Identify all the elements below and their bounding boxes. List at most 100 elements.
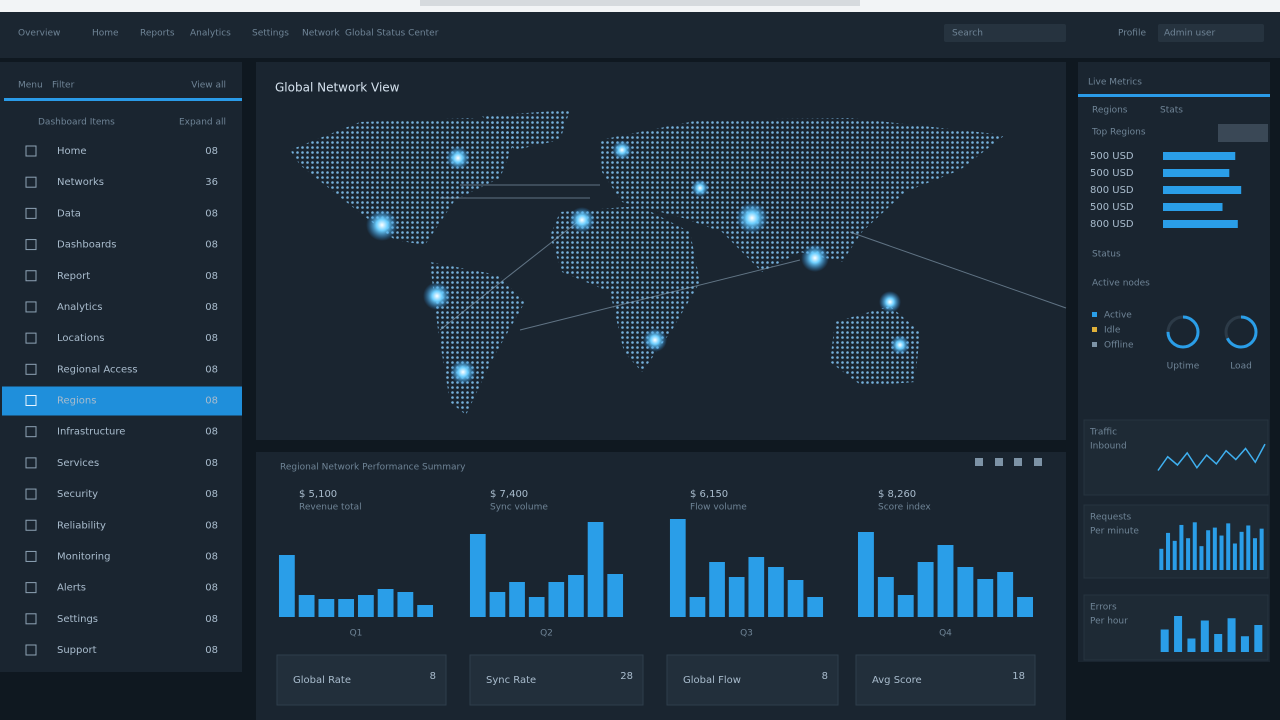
chart-caption: Sync volume — [490, 503, 548, 513]
nav-item[interactable]: Settings — [252, 29, 289, 39]
sidebar-icon — [25, 582, 37, 594]
right-rule — [1078, 94, 1270, 97]
sidebar-icon — [25, 613, 37, 625]
spark-bar — [1174, 616, 1183, 652]
sidebar-icon — [25, 457, 37, 469]
sidebar-item[interactable]: Regions — [57, 396, 96, 407]
sidebar-action[interactable]: View all — [191, 81, 226, 91]
spark-bar — [1179, 524, 1184, 570]
right-tab[interactable]: Regions — [1092, 106, 1128, 116]
chart-value: $ 6,150 — [690, 489, 728, 500]
stat-card[interactable] — [666, 654, 839, 706]
spark-bar — [1239, 531, 1244, 570]
sidebar-badge: 08 — [205, 364, 218, 375]
nav-item[interactable]: Reports — [140, 29, 175, 39]
sidebar-subtitle: Filter — [52, 81, 75, 91]
search-box[interactable] — [944, 24, 1066, 42]
sidebar-badge: 08 — [205, 520, 218, 531]
bar — [397, 592, 414, 617]
spark-bar — [1254, 625, 1263, 652]
bar — [917, 562, 934, 617]
bar — [997, 572, 1014, 617]
sidebar-item[interactable]: Support — [57, 645, 97, 656]
spark-bar — [1246, 525, 1251, 570]
nav-item[interactable]: Home — [92, 29, 119, 39]
row-bar — [1163, 169, 1230, 177]
stat-card[interactable] — [469, 654, 644, 706]
nav-item[interactable]: Network — [302, 29, 340, 39]
spark-bar — [1166, 532, 1171, 570]
account-box[interactable] — [1158, 24, 1264, 42]
sidebar-item[interactable]: Report — [57, 271, 90, 282]
status-caption: Active nodes — [1092, 279, 1150, 289]
sidebar-icon — [25, 301, 37, 313]
spark-title: Traffic — [1089, 428, 1117, 438]
sidebar-section: Dashboard Items — [38, 118, 115, 128]
legend-item: Active — [1104, 311, 1132, 321]
legend-swatch — [1092, 312, 1097, 317]
sidebar-item[interactable]: Data — [57, 208, 81, 219]
sidebar-item[interactable]: Regional Access — [57, 364, 138, 375]
map-links — [439, 184, 1067, 331]
sidebar-item[interactable]: Alerts — [57, 583, 86, 594]
bar — [807, 597, 824, 617]
bar — [748, 557, 765, 617]
right-tab[interactable]: Stats — [1160, 106, 1183, 116]
spark-bar — [1160, 629, 1169, 652]
card-value: 18 — [1012, 671, 1025, 682]
legend-item: Idle — [1104, 326, 1121, 336]
bar — [787, 580, 804, 617]
sidebar-section-action[interactable]: Expand all — [179, 118, 226, 128]
bar — [528, 597, 545, 617]
sidebar-item[interactable]: Infrastructure — [57, 427, 125, 438]
row-bar — [1163, 152, 1236, 160]
spark-bar — [1226, 523, 1231, 570]
sidebar-icon — [25, 519, 37, 531]
sidebar-item[interactable]: Settings — [57, 614, 98, 625]
chart-caption: Revenue total — [299, 503, 362, 513]
chart-caption: Flow volume — [690, 503, 747, 513]
nav-item[interactable]: Global Status Center — [345, 29, 439, 39]
stat-card[interactable] — [276, 654, 447, 706]
sidebar-item[interactable]: Networks — [57, 177, 104, 188]
sidebar-icon — [25, 550, 37, 562]
card-value: 8 — [822, 671, 828, 682]
sidebar-badge: 08 — [205, 427, 218, 438]
right-title: Live Metrics — [1088, 78, 1142, 88]
spark-bar — [1212, 527, 1217, 570]
nav-item[interactable]: Analytics — [190, 29, 231, 39]
sidebar-item[interactable]: Analytics — [57, 302, 102, 313]
map-title: Global Network View — [275, 81, 400, 95]
bar — [897, 595, 914, 617]
sidebar-item[interactable]: Locations — [57, 333, 105, 344]
right-toggle[interactable] — [1218, 124, 1268, 142]
sidebar-badge: 08 — [205, 271, 218, 282]
stat-card[interactable] — [855, 654, 1036, 706]
sidebar-item[interactable]: Security — [57, 489, 98, 500]
spark-bar — [1200, 620, 1209, 652]
legend-swatch — [1092, 327, 1097, 332]
sidebar-icon — [25, 395, 37, 406]
bar — [689, 597, 706, 617]
spark-bar — [1199, 546, 1204, 570]
user-menu[interactable]: Profile — [1118, 29, 1146, 39]
chart-value: $ 7,400 — [490, 489, 528, 500]
sidebar-item[interactable]: Reliability — [57, 520, 106, 531]
sidebar-badge: 08 — [205, 396, 218, 407]
sidebar-item[interactable]: Dashboards — [57, 240, 116, 251]
bar — [669, 519, 686, 617]
sidebar-badge: 36 — [205, 177, 218, 188]
sidebar-item[interactable]: Monitoring — [57, 551, 110, 562]
row-label: 800 USD — [1090, 219, 1134, 230]
spark-bar — [1192, 522, 1197, 570]
nav-item[interactable]: Overview — [18, 29, 60, 39]
sidebar-item[interactable]: Home — [57, 146, 87, 157]
spark-bar — [1219, 535, 1224, 570]
bar — [318, 599, 335, 617]
sidebar-badge: 08 — [205, 645, 218, 656]
panel-icons[interactable] — [975, 458, 1042, 466]
sidebar-item[interactable]: Services — [57, 458, 99, 469]
bar — [957, 567, 974, 617]
